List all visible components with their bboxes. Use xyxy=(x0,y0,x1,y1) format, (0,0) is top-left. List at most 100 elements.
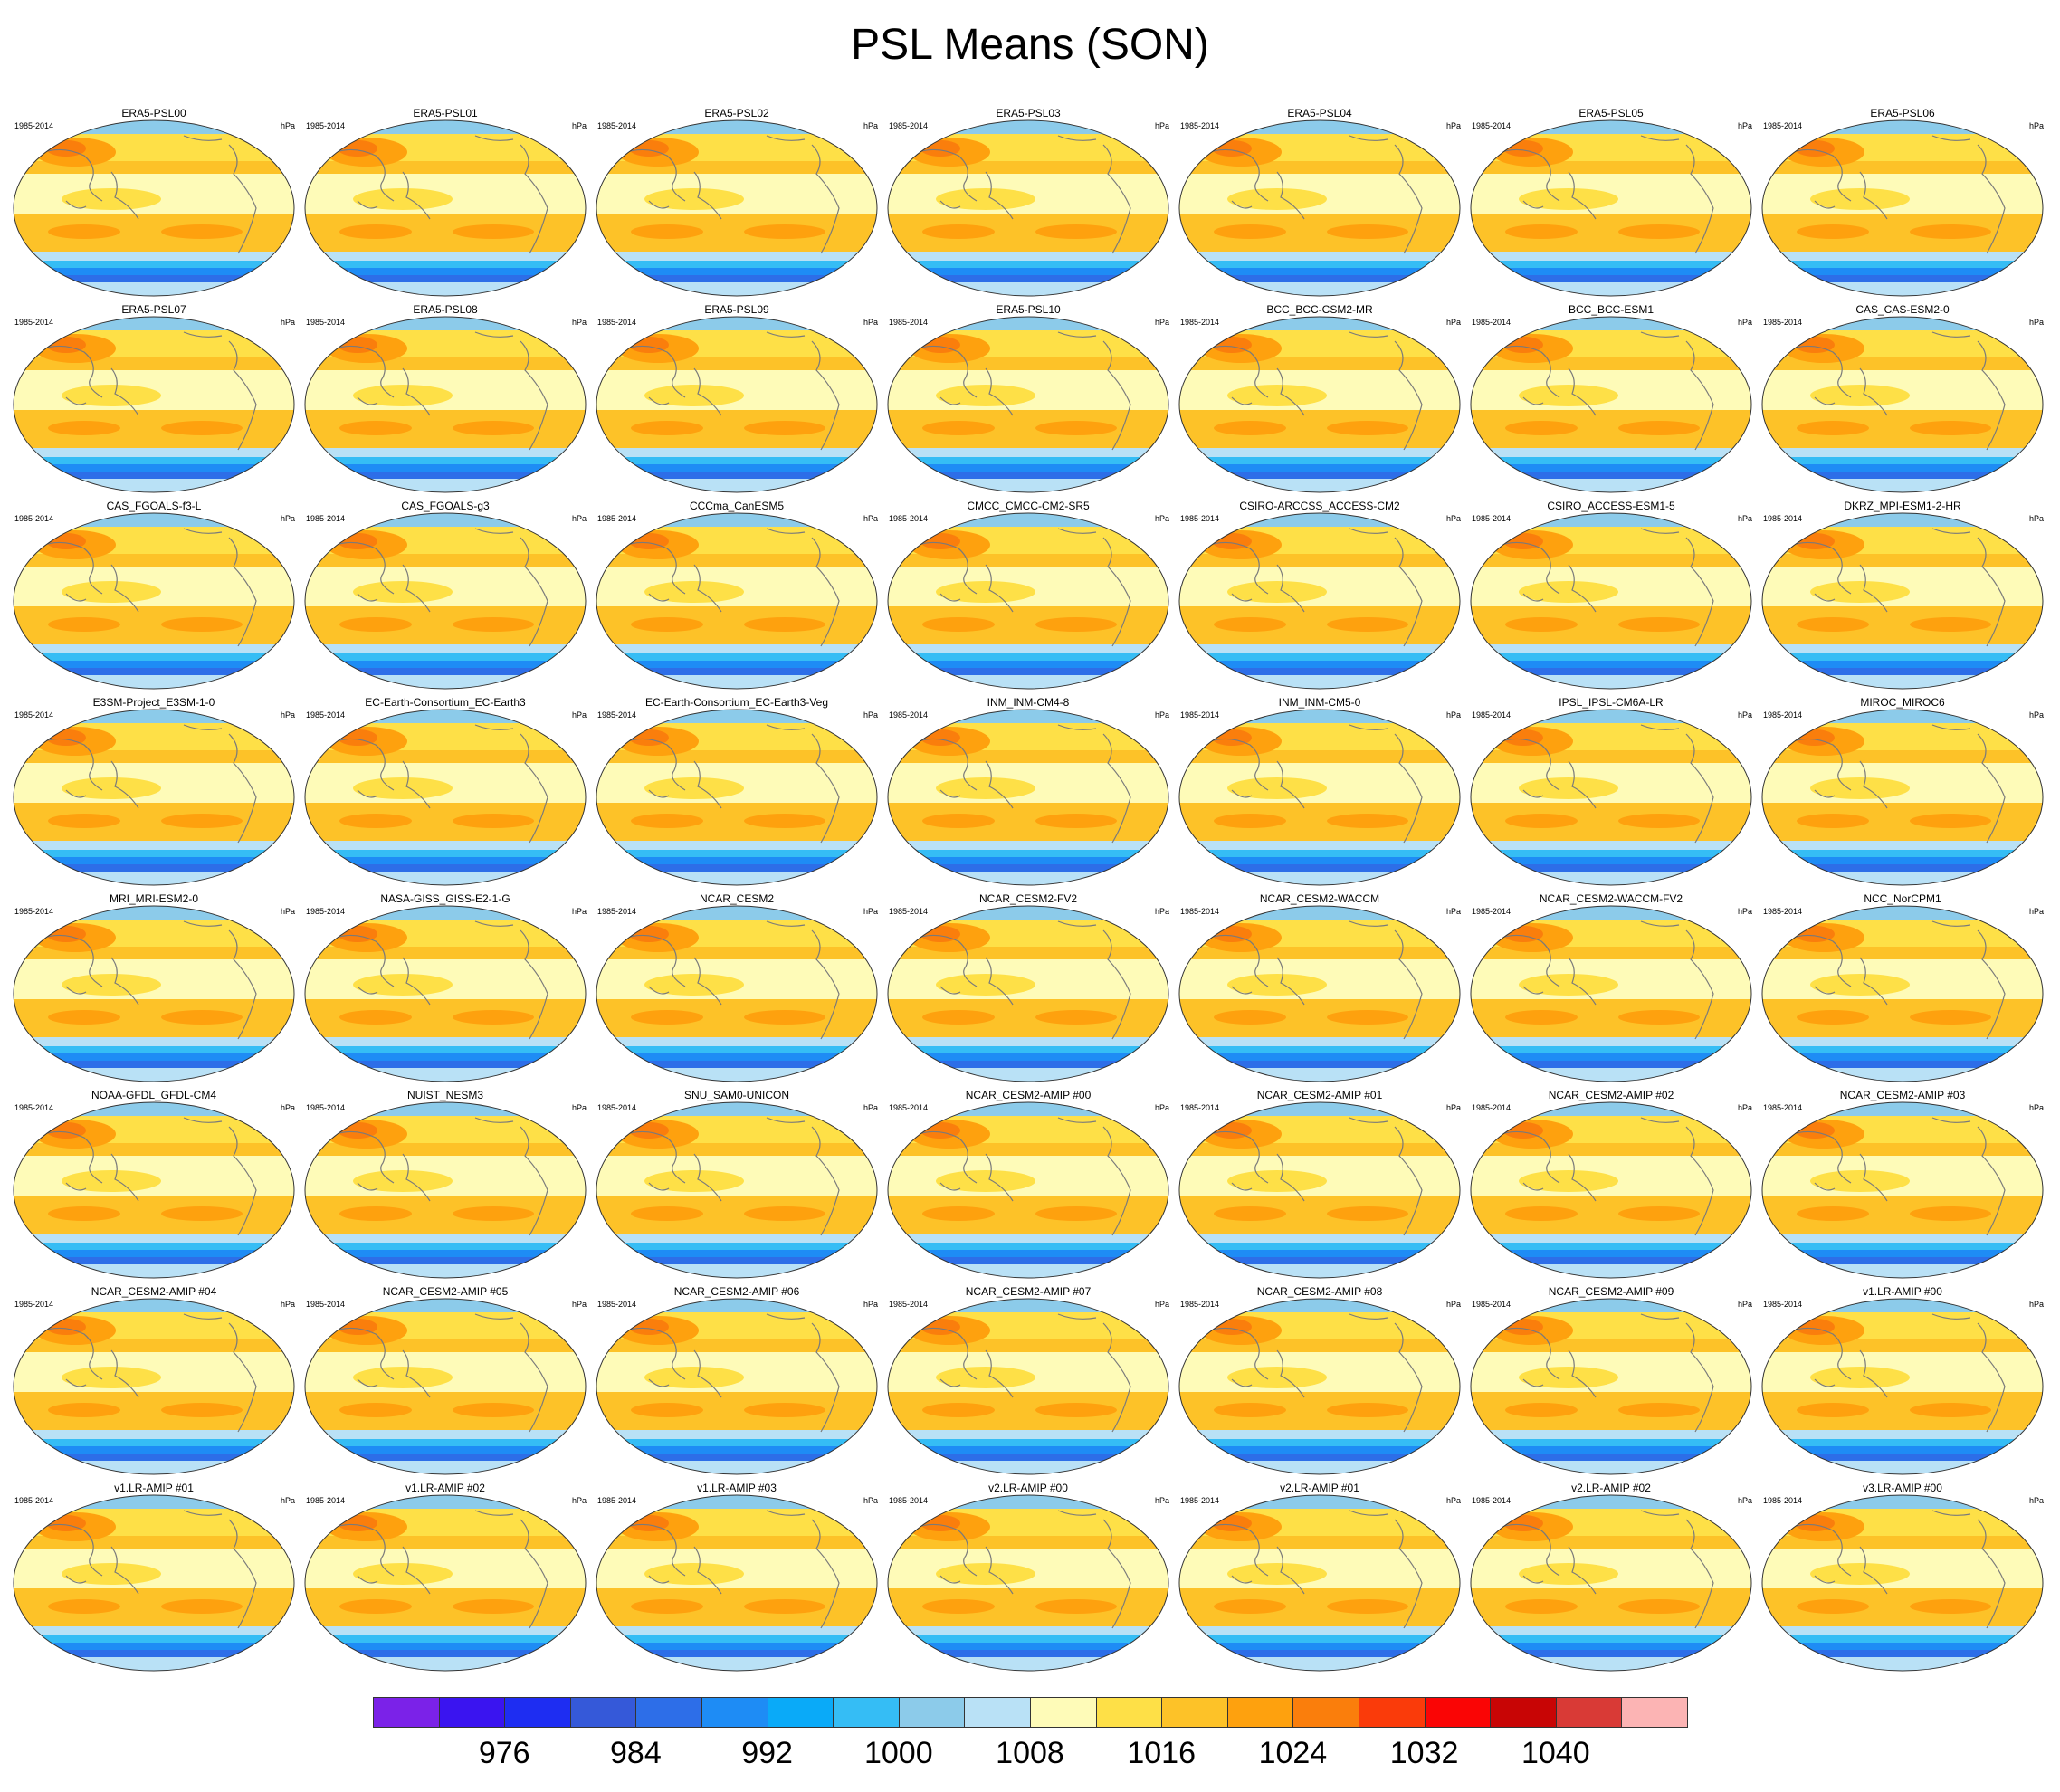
map-panel: NCAR_CESM2-AMIP #08 1985-2014 hPa xyxy=(1177,1285,1463,1477)
panel-period: 1985-2014 xyxy=(306,514,346,523)
colorbar-box xyxy=(1621,1697,1688,1728)
map-panel: v1.LR-AMIP #02 1985-2014 hPa xyxy=(302,1482,588,1673)
map-panel: BCC_BCC-ESM1 1985-2014 hPa xyxy=(1468,303,1754,495)
panel-units: hPa xyxy=(1445,121,1461,130)
map-panel: ERA5-PSL08 1985-2014 hPa xyxy=(302,303,588,495)
map-panel: NUIST_NESM3 1985-2014 hPa xyxy=(302,1089,588,1281)
map-panel: ERA5-PSL07 1985-2014 hPa xyxy=(11,303,297,495)
panel-period: 1985-2014 xyxy=(597,1496,637,1505)
panel-title: EC-Earth-Consortium_EC-Earth3-Veg xyxy=(644,696,829,709)
panel-title: NCAR_CESM2-AMIP #03 xyxy=(1839,1089,1966,1101)
panel-units: hPa xyxy=(1737,1496,1752,1505)
map-panel: INM_INM-CM5-0 1985-2014 hPa xyxy=(1177,696,1463,888)
panel-title: NCAR_CESM2-AMIP #08 xyxy=(1256,1285,1383,1298)
panel-period: 1985-2014 xyxy=(306,1103,346,1112)
map-panel: ERA5-PSL03 1985-2014 hPa xyxy=(885,107,1171,299)
map-panel: NCAR_CESM2-AMIP #04 1985-2014 hPa xyxy=(11,1285,297,1477)
panel-period: 1985-2014 xyxy=(14,514,54,523)
panel-units: hPa xyxy=(280,907,295,916)
map-panel: NCAR_CESM2-AMIP #05 1985-2014 hPa xyxy=(302,1285,588,1477)
panel-period: 1985-2014 xyxy=(889,121,929,130)
panel-units: hPa xyxy=(863,1300,878,1309)
panel-period: 1985-2014 xyxy=(1472,1103,1512,1112)
map-panel: ERA5-PSL04 1985-2014 hPa xyxy=(1177,107,1463,299)
panel-period: 1985-2014 xyxy=(14,1103,54,1112)
colorbar xyxy=(373,1697,1688,1728)
panel-units: hPa xyxy=(1154,514,1169,523)
panel-title: ERA5-PSL08 xyxy=(413,303,478,316)
panel-units: hPa xyxy=(1445,1103,1461,1112)
panel-title: BCC_BCC-CSM2-MR xyxy=(1266,303,1373,316)
map-panel: MRI_MRI-ESM2-0 1985-2014 hPa xyxy=(11,892,297,1084)
map-panel: CMCC_CMCC-CM2-SR5 1985-2014 hPa xyxy=(885,500,1171,691)
map-panel: NCAR_CESM2-AMIP #09 1985-2014 hPa xyxy=(1468,1285,1754,1477)
colorbar-label: 1032 xyxy=(1389,1736,1459,1770)
map-panel: NCAR_CESM2-AMIP #07 1985-2014 hPa xyxy=(885,1285,1171,1477)
panel-period: 1985-2014 xyxy=(306,710,346,720)
panel-units: hPa xyxy=(1445,1496,1461,1505)
map-panel: v2.LR-AMIP #02 1985-2014 hPa xyxy=(1468,1482,1754,1673)
panel-title: NCAR_CESM2-WACCM xyxy=(1259,892,1380,905)
panel-period: 1985-2014 xyxy=(1763,1103,1803,1112)
panel-title: NOAA-GFDL_GFDL-CM4 xyxy=(91,1089,217,1101)
panel-units: hPa xyxy=(1737,514,1752,523)
panel-title: BCC_BCC-ESM1 xyxy=(1568,303,1655,316)
panel-period: 1985-2014 xyxy=(889,1103,929,1112)
panel-title: ERA5-PSL01 xyxy=(413,107,478,119)
panel-units: hPa xyxy=(1445,907,1461,916)
panel-units: hPa xyxy=(863,121,878,130)
panel-title: NCAR_CESM2-AMIP #06 xyxy=(673,1285,800,1298)
panel-title: NCAR_CESM2-AMIP #09 xyxy=(1548,1285,1674,1298)
panel-period: 1985-2014 xyxy=(1180,710,1220,720)
panel-units: hPa xyxy=(571,318,587,327)
map-panel: NASA-GISS_GISS-E2-1-G 1985-2014 hPa xyxy=(302,892,588,1084)
panel-units: hPa xyxy=(571,514,587,523)
panel-title: v2.LR-AMIP #02 xyxy=(1571,1482,1651,1494)
colorbar-box xyxy=(767,1697,834,1728)
panel-period: 1985-2014 xyxy=(1763,514,1803,523)
map-panel: EC-Earth-Consortium_EC-Earth3-Veg 1985-20… xyxy=(594,696,880,888)
panel-period: 1985-2014 xyxy=(1472,1496,1512,1505)
colorbar-box xyxy=(1095,1697,1163,1728)
panel-units: hPa xyxy=(1445,1300,1461,1309)
panel-units: hPa xyxy=(1737,710,1752,720)
panel-units: hPa xyxy=(571,121,587,130)
map-panel: BCC_BCC-CSM2-MR 1985-2014 hPa xyxy=(1177,303,1463,495)
panel-units: hPa xyxy=(1154,710,1169,720)
panel-title: NCAR_CESM2-AMIP #04 xyxy=(91,1285,217,1298)
panel-period: 1985-2014 xyxy=(306,1496,346,1505)
page-title: PSL Means (SON) xyxy=(851,21,1209,69)
map-panel: ERA5-PSL10 1985-2014 hPa xyxy=(885,303,1171,495)
panel-title: CSIRO_ACCESS-ESM1-5 xyxy=(1547,500,1675,512)
panel-units: hPa xyxy=(1737,1300,1752,1309)
map-panel: v1.LR-AMIP #01 1985-2014 hPa xyxy=(11,1482,297,1673)
panel-period: 1985-2014 xyxy=(14,121,54,130)
panel-period: 1985-2014 xyxy=(1763,1300,1803,1309)
panel-period: 1985-2014 xyxy=(306,1300,346,1309)
panel-units: hPa xyxy=(571,1496,587,1505)
panel-units: hPa xyxy=(1445,710,1461,720)
panel-units: hPa xyxy=(1154,1103,1169,1112)
panel-title: DKRZ_MPI-ESM1-2-HR xyxy=(1844,500,1961,512)
colorbar-box xyxy=(1555,1697,1623,1728)
panel-period: 1985-2014 xyxy=(597,1103,637,1112)
map-panel: NCAR_CESM2-AMIP #03 1985-2014 hPa xyxy=(1760,1089,2046,1281)
panel-period: 1985-2014 xyxy=(1180,318,1220,327)
panel-units: hPa xyxy=(280,1300,295,1309)
panel-units: hPa xyxy=(280,514,295,523)
map-panel: CAS_FGOALS-f3-L 1985-2014 hPa xyxy=(11,500,297,691)
panel-units: hPa xyxy=(2028,710,2044,720)
panel-units: hPa xyxy=(280,318,295,327)
panel-period: 1985-2014 xyxy=(1180,1496,1220,1505)
panel-title: NCAR_CESM2-AMIP #00 xyxy=(965,1089,1092,1101)
panel-units: hPa xyxy=(1737,1103,1752,1112)
panel-units: hPa xyxy=(280,1103,295,1112)
colorbar-box xyxy=(1424,1697,1492,1728)
panel-title: v3.LR-AMIP #00 xyxy=(1863,1482,1942,1494)
panel-units: hPa xyxy=(2028,121,2044,130)
panel-units: hPa xyxy=(280,121,295,130)
panel-title: CCCma_CanESM5 xyxy=(689,500,785,512)
panel-period: 1985-2014 xyxy=(1763,907,1803,916)
panel-period: 1985-2014 xyxy=(597,907,637,916)
panel-units: hPa xyxy=(571,710,587,720)
